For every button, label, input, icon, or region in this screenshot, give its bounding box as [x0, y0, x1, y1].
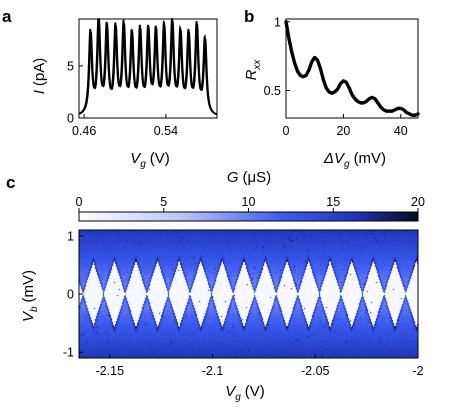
- x-tick-label: -2.05: [301, 364, 330, 378]
- panel-b-ylabel: Rxx: [243, 59, 263, 81]
- current-trace-2: [78, 19, 218, 115]
- panel-label-b: b: [244, 7, 254, 26]
- y-tick-label: 5: [67, 59, 74, 73]
- panel-label-a: a: [2, 7, 12, 26]
- x-tick-label: 20: [336, 124, 350, 138]
- x-tick-label: 0: [283, 124, 290, 138]
- panel-a-traces: [78, 17, 218, 116]
- panel-a-frame: [78, 18, 218, 119]
- colorbar-tick-label: 5: [160, 195, 167, 209]
- panel-b-frame: [285, 18, 419, 119]
- x-tick-label: 0.54: [154, 124, 178, 138]
- panel-a-xlabel: Vg (V): [130, 150, 170, 170]
- panel-c-chart: G (μS) 0 5 10 15 20 -2.15 -2.1 -2.05 -2 -1 0 1 Vb(m…: [20, 169, 425, 403]
- panel-b-xlabel: ΔVg (mV): [323, 150, 386, 170]
- colorbar-ticks: 0 5 10 15 20: [76, 195, 425, 212]
- panel-b-chart: 0 20 40 0.5 1 Rxx ΔVg (mV): [243, 15, 420, 170]
- panel-b-ticks: 0 20 40 0.5 1: [264, 15, 408, 138]
- y-tick-label: 0: [67, 112, 74, 126]
- x-tick-label: -2.15: [96, 364, 125, 378]
- colorbar-tick-label: 20: [411, 195, 425, 209]
- colorbar-label: G (μS): [227, 169, 271, 186]
- colorbar: [78, 211, 419, 222]
- x-tick-label: -2: [412, 364, 423, 378]
- panel-b-rxx-curve: [284, 20, 420, 117]
- y-tick-label: 0.5: [264, 84, 281, 98]
- y-tick-label: 1: [274, 15, 281, 29]
- conductance-map: [79, 230, 418, 358]
- colorbar-tick-label: 10: [242, 195, 256, 209]
- x-tick-label: 40: [394, 124, 408, 138]
- panel-a-ticks: 0.46 0.54 0 5: [67, 59, 178, 138]
- x-tick-label: -2.1: [202, 364, 224, 378]
- y-tick-label: -1: [63, 346, 74, 360]
- panel-a-chart: 0.46 0.54 0 5 I(pA) Vg (V): [31, 17, 218, 170]
- y-tick-label: 0: [67, 288, 74, 302]
- colorbar-tick-label: 15: [326, 195, 340, 209]
- panel-c-ticks: -2.15 -2.1 -2.05 -2 -1 0 1: [63, 229, 424, 378]
- colorbar-tick-label: 0: [76, 195, 83, 209]
- panel-c-ylabel: Vb(mV): [20, 270, 40, 322]
- x-tick-label: 0.46: [72, 124, 96, 138]
- panel-label-c: c: [6, 173, 15, 192]
- panel-c-xlabel: Vg (V): [225, 383, 265, 403]
- y-tick-label: 1: [67, 229, 74, 243]
- current-trace: [78, 17, 218, 116]
- panel-a-ylabel: I(pA): [31, 58, 48, 95]
